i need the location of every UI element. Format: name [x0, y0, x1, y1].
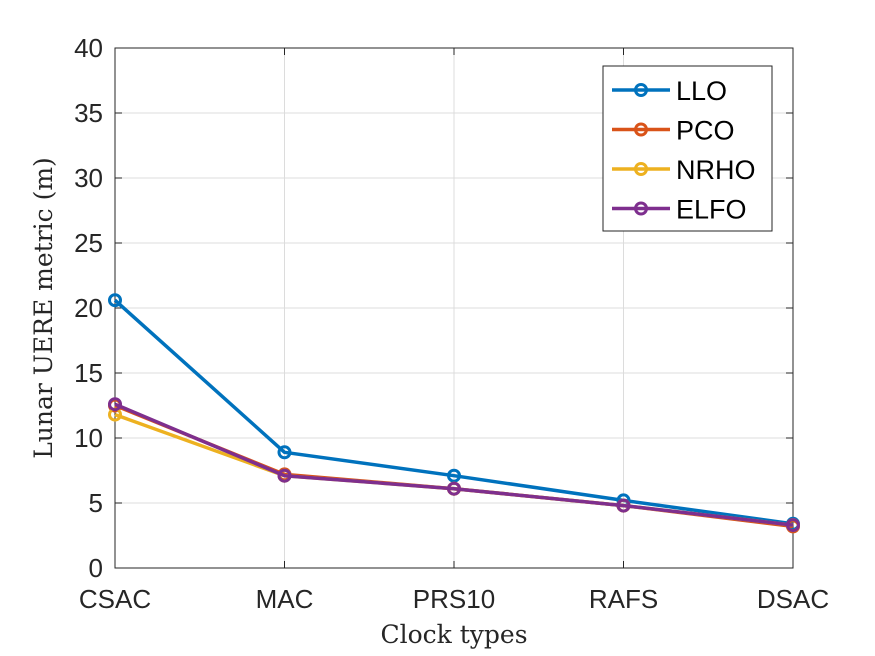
y-tick-label: 40	[74, 33, 103, 63]
data-point	[447, 468, 461, 483]
legend-item-nrho: NRHO	[612, 155, 756, 185]
legend-swatch-marker	[634, 162, 648, 176]
data-point	[447, 481, 461, 496]
legend-label: LLO	[676, 76, 727, 106]
legend-swatch-marker	[634, 201, 648, 216]
legend-swatch-marker	[634, 83, 648, 97]
data-point	[786, 518, 800, 533]
y-tick-label: 30	[74, 163, 103, 193]
y-tick-label: 10	[74, 423, 103, 453]
data-point	[108, 293, 122, 308]
legend-label: ELFO	[676, 195, 747, 225]
series-elfo	[108, 397, 800, 533]
data-point	[277, 445, 292, 460]
axes	[114, 47, 794, 569]
legend-item-llo: LLO	[612, 76, 727, 106]
data-point	[108, 397, 122, 412]
data-point	[616, 498, 631, 513]
legend-item-pco: PCO	[612, 116, 735, 146]
x-tick-label: DSAC	[757, 584, 829, 614]
series-line	[114, 402, 794, 527]
series-line	[113, 298, 794, 526]
x-tick-label: PRS10	[413, 584, 495, 614]
legend-label: PCO	[676, 116, 735, 146]
legend-item-elfo: ELFO	[612, 195, 747, 225]
legend-swatch-marker	[634, 122, 648, 137]
y-tick-label: 0	[89, 553, 103, 583]
data-point	[277, 468, 292, 483]
y-tick-label: 35	[74, 98, 103, 128]
x-tick-label: MAC	[256, 584, 314, 614]
legend-box	[602, 65, 773, 232]
tick-labels: 0 5 10 15 20 25 30 35 40 CSAC MAC PRS10 RAFS DSAC	[74, 33, 829, 614]
x-axis-title: Clock types	[380, 620, 527, 649]
data-series	[108, 293, 800, 534]
y-axis-title: Lunar UERE metric (m)	[29, 157, 58, 459]
x-tick-label: CSAC	[79, 584, 151, 614]
x-tick-label: RAFS	[589, 584, 658, 614]
y-tick-label: 20	[74, 293, 103, 323]
y-tick-label: 25	[74, 228, 103, 258]
legend: LLO PCO NRHO ELFO	[602, 65, 773, 232]
legend-label: NRHO	[676, 155, 756, 185]
y-tick-label: 15	[74, 358, 103, 388]
y-tick-label: 5	[89, 488, 103, 518]
